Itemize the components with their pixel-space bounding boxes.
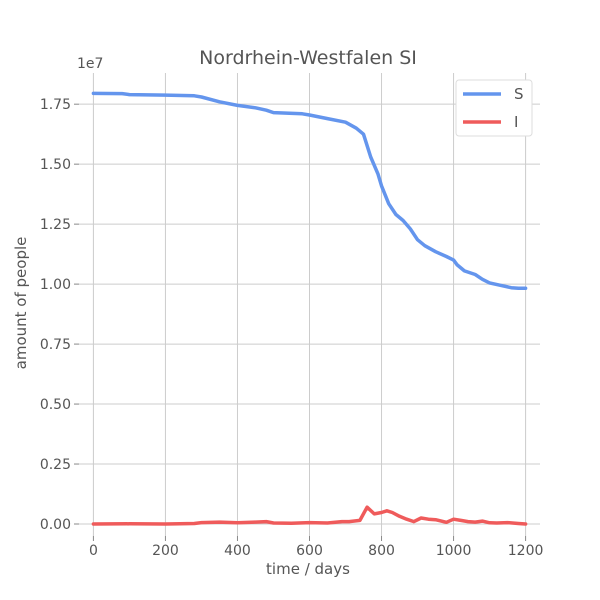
x-tick-label: 1000 — [436, 543, 472, 559]
y-axis-label: amount of people — [12, 237, 30, 370]
y-tick-label: 1.00 — [40, 277, 71, 293]
legend-label-I: I — [514, 113, 518, 131]
tick-layer: 0 200 400 600 800 1000 1200 0.00 0.25 0.50 0.75 1.0… — [40, 97, 544, 559]
y-tick-label: 1.50 — [40, 157, 71, 173]
grid-layer — [79, 73, 540, 536]
series-line-I — [91, 505, 528, 526]
x-tick-label: 600 — [296, 543, 323, 559]
y-tick-label: 1.25 — [40, 217, 71, 233]
legend-label-S: S — [514, 85, 524, 103]
y-tick-label: 0.25 — [40, 457, 71, 473]
y-tick-label: 0.75 — [40, 337, 71, 353]
legend: SI — [455, 79, 533, 137]
y-multiplier-label: 1e7 — [77, 56, 103, 72]
x-axis-label: time / days — [266, 560, 350, 578]
x-tick-label: 800 — [368, 543, 395, 559]
y-tick-label: 0.50 — [40, 397, 71, 413]
x-tick-label: 400 — [224, 543, 251, 559]
x-tick-label: 0 — [89, 543, 98, 559]
x-tick-label: 200 — [152, 543, 179, 559]
series-layer — [91, 91, 528, 526]
y-tick-label: 1.75 — [40, 97, 71, 113]
y-tick-label: 0.00 — [40, 517, 71, 533]
chart-title: Nordrhein-Westfalen SI — [199, 47, 417, 69]
x-tick-label: 1200 — [508, 543, 544, 559]
series-line-S — [91, 91, 528, 290]
